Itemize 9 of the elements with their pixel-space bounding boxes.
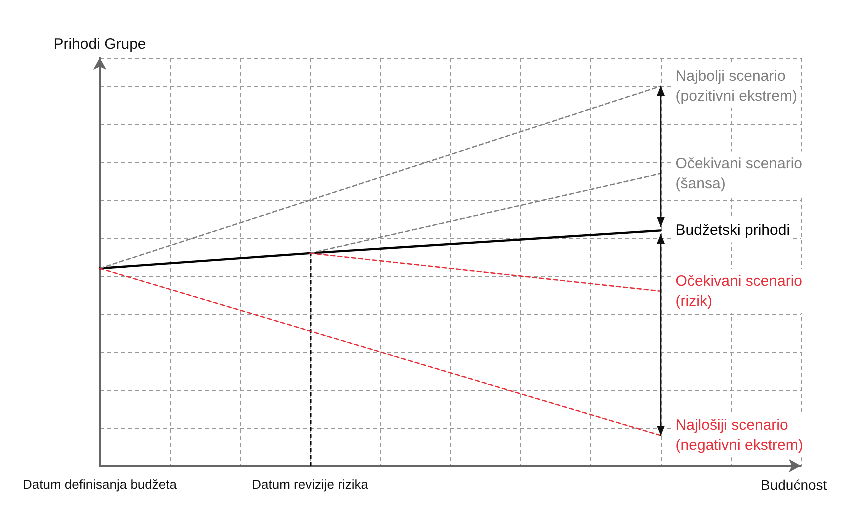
series-label: Budžetski prihodi [676, 222, 790, 240]
y-axis-title: Prihodi Grupe [54, 36, 146, 53]
series-label: Najbolji scenario (pozitivni ekstrem) [676, 68, 798, 105]
series-label: Očekivani scenario (šansa) [676, 155, 803, 192]
series-label: Najlošiji scenario (negativni ekstrem) [676, 417, 804, 454]
series-label: Očekivani scenario (rizik) [676, 272, 803, 310]
x-axis-title: Budućnost [761, 477, 828, 493]
x-tick-label: Datum definisanja budžeta [23, 477, 178, 492]
x-tick-label: Datum revizije rizika [252, 477, 370, 492]
